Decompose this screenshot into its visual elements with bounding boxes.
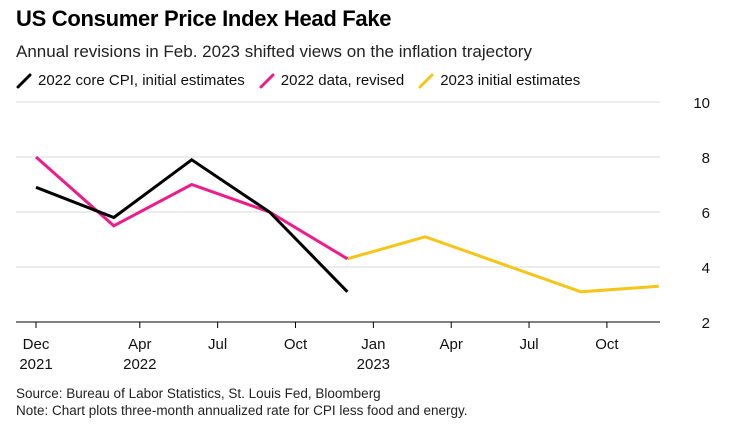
legend-swatch-icon xyxy=(16,73,32,89)
source-text: Source: Bureau of Labor Statistics, St. … xyxy=(16,386,381,401)
line-chart: 2 4 6 8 10 Dec 2021 Apr 2022 Jul Oct Jan 2023 Apr Jul O… xyxy=(16,95,710,373)
legend-item-2023: 2023 initial estimates xyxy=(418,72,580,89)
y-tick-label: 8 xyxy=(702,150,710,167)
legend-swatch-icon xyxy=(418,73,434,89)
x-tick-label: 2023 xyxy=(357,356,390,373)
x-tick-label: Apr xyxy=(128,336,151,353)
x-tick-label: Jul xyxy=(519,336,538,353)
legend-item-revised: 2022 data, revised xyxy=(259,72,404,89)
series-line-2023 xyxy=(346,235,659,294)
x-tick-label: Oct xyxy=(284,336,308,353)
y-tick-label: 2 xyxy=(702,315,710,332)
chart-title: US Consumer Price Index Head Fake xyxy=(16,6,392,31)
legend-label: 2023 initial estimates xyxy=(440,72,581,89)
series-line-revised xyxy=(35,155,349,261)
x-tick-label: Jan xyxy=(361,336,385,353)
y-tick-label: 10 xyxy=(693,95,710,112)
x-tick-label: Apr xyxy=(440,336,463,353)
y-tick-label: 4 xyxy=(702,260,710,277)
legend-label: 2022 data, revised xyxy=(280,72,405,89)
legend: 2022 core CPI, initial estimates 2022 da… xyxy=(16,72,594,89)
legend-item-initial: 2022 core CPI, initial estimates xyxy=(16,72,245,89)
x-tick-label: 2021 xyxy=(19,356,52,373)
legend-label: 2022 core CPI, initial estimates xyxy=(38,72,245,89)
chart-subtitle: Annual revisions in Feb. 2023 shifted vi… xyxy=(16,42,532,61)
footer: Source: Bureau of Labor Statistics, St. … xyxy=(16,385,468,419)
x-tick-label: Dec xyxy=(23,336,50,353)
legend-swatch-icon xyxy=(259,73,275,89)
series-line-initial xyxy=(35,157,349,293)
note-text: Note: Chart plots three-month annualized… xyxy=(16,403,468,418)
y-tick-label: 6 xyxy=(702,205,710,222)
x-tick-label: Oct xyxy=(595,336,619,353)
x-tick-label: 2022 xyxy=(123,356,156,373)
x-tick-label: Jul xyxy=(208,336,227,353)
